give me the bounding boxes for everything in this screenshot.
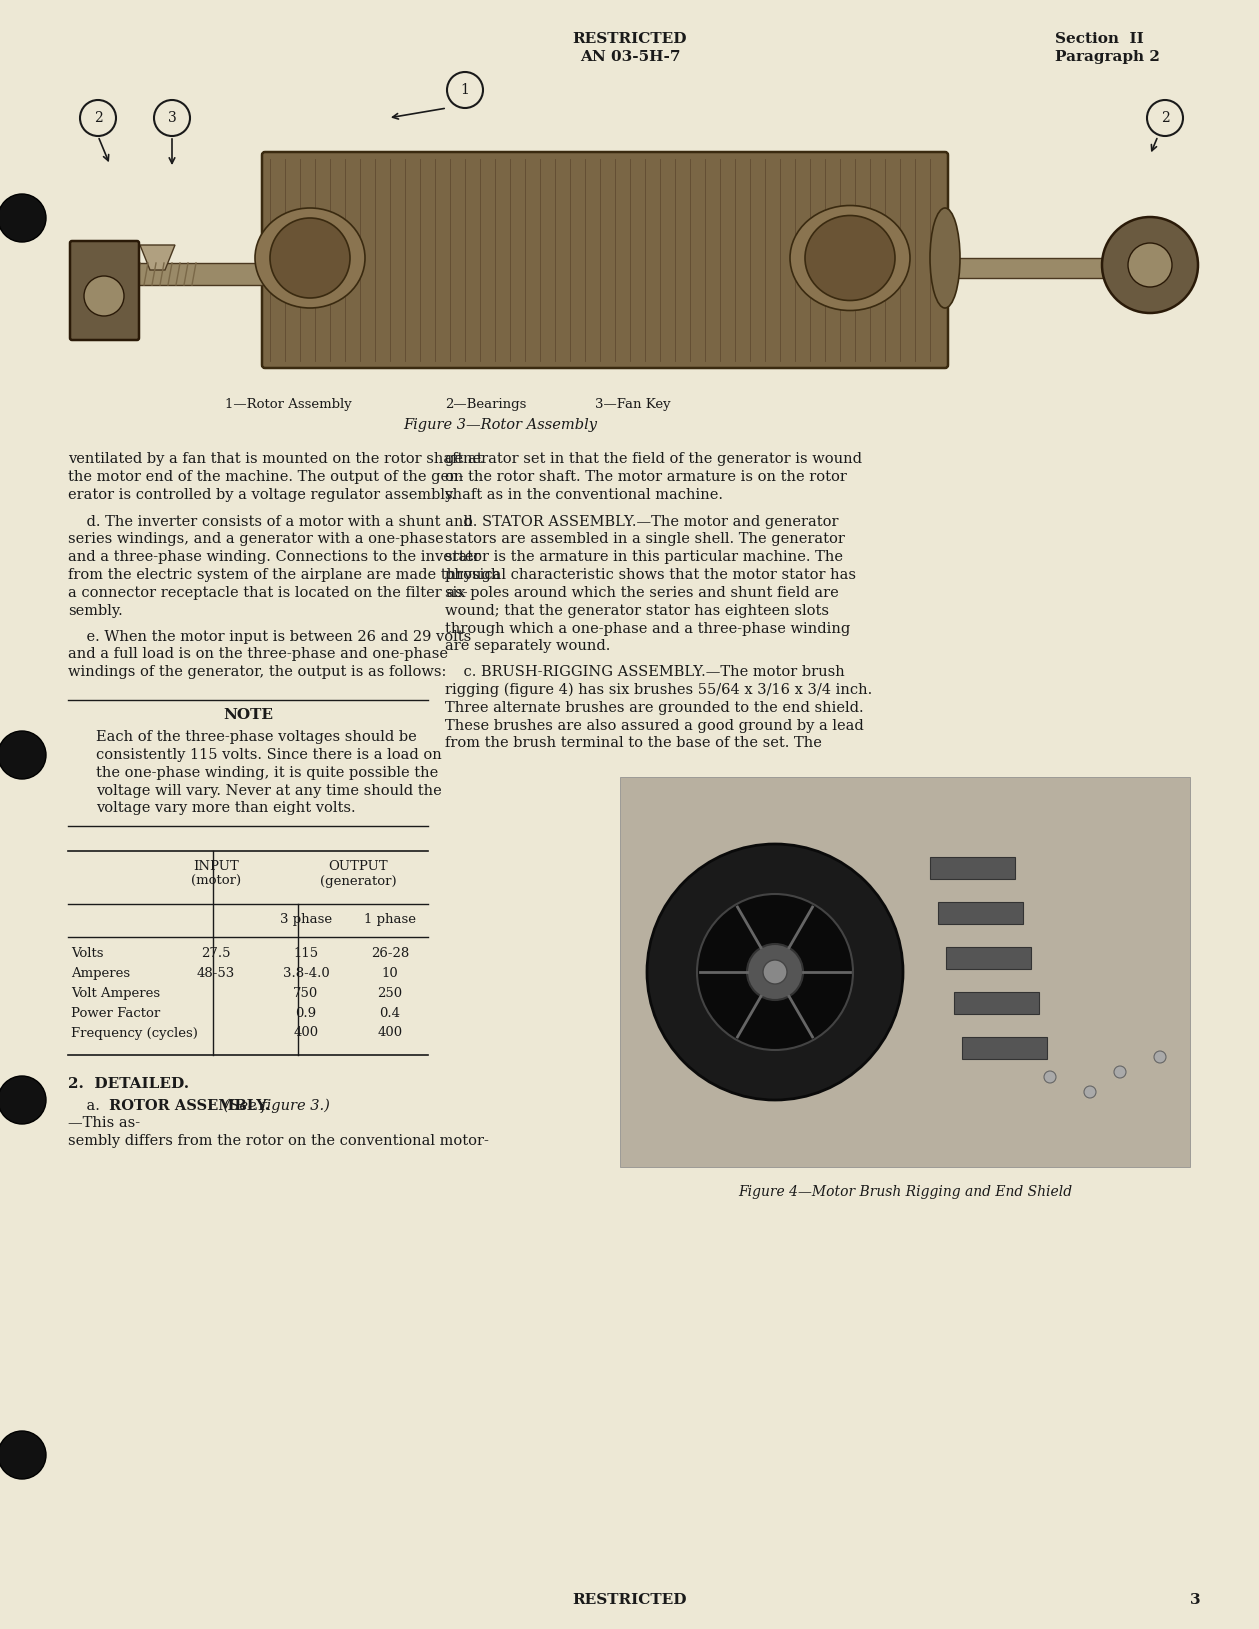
- Ellipse shape: [269, 218, 350, 298]
- Bar: [946, 946, 1031, 969]
- Text: 400: 400: [293, 1026, 319, 1039]
- Polygon shape: [140, 244, 175, 270]
- Text: 1: 1: [461, 83, 470, 98]
- FancyBboxPatch shape: [262, 151, 948, 368]
- Circle shape: [0, 194, 47, 243]
- Text: OUTPUT: OUTPUT: [329, 860, 388, 873]
- Text: 2.  DETAILED.: 2. DETAILED.: [68, 1077, 189, 1090]
- Ellipse shape: [256, 209, 365, 308]
- Text: Each of the three-phase voltages should be
consistently 115 volts. Since there i: Each of the three-phase voltages should …: [96, 730, 442, 816]
- Text: 3.8-4.0: 3.8-4.0: [282, 966, 330, 979]
- Circle shape: [1044, 1070, 1056, 1083]
- Text: —This as-
sembly differs from the rotor on the conventional motor-: —This as- sembly differs from the rotor …: [68, 1116, 488, 1148]
- Text: 2: 2: [1161, 111, 1170, 125]
- Ellipse shape: [930, 209, 961, 308]
- Text: AN 03-5H-7: AN 03-5H-7: [579, 50, 680, 64]
- Circle shape: [1155, 1051, 1166, 1064]
- Text: generator set in that the field of the generator is wound
on the rotor shaft. Th: generator set in that the field of the g…: [444, 451, 862, 502]
- Circle shape: [84, 275, 123, 316]
- Text: Paragraph 2: Paragraph 2: [1055, 50, 1160, 64]
- Text: (See figure 3.): (See figure 3.): [219, 1098, 330, 1113]
- Text: NOTE: NOTE: [223, 709, 273, 722]
- Text: INPUT: INPUT: [193, 860, 239, 873]
- Circle shape: [697, 894, 854, 1051]
- Text: 0.4: 0.4: [379, 1007, 400, 1020]
- Bar: [962, 1038, 1047, 1059]
- Circle shape: [1102, 217, 1199, 313]
- Circle shape: [0, 1430, 47, 1479]
- Circle shape: [1128, 243, 1172, 287]
- Text: 250: 250: [378, 987, 403, 1000]
- Circle shape: [747, 943, 803, 1000]
- Text: a.: a.: [68, 1098, 99, 1113]
- Text: 750: 750: [293, 987, 319, 1000]
- Bar: [76, 262, 269, 285]
- Text: Volts: Volts: [71, 946, 103, 959]
- Text: 0.9: 0.9: [296, 1007, 316, 1020]
- Text: 3: 3: [1190, 1593, 1201, 1606]
- Text: ROTOR ASSEMBLY.: ROTOR ASSEMBLY.: [104, 1098, 269, 1113]
- Text: Volt Amperes: Volt Amperes: [71, 987, 160, 1000]
- Text: RESTRICTED: RESTRICTED: [573, 33, 687, 46]
- Text: Frequency (cycles): Frequency (cycles): [71, 1026, 198, 1039]
- Text: ventilated by a fan that is mounted on the rotor shaft at
the motor end of the m: ventilated by a fan that is mounted on t…: [68, 451, 482, 502]
- Circle shape: [0, 731, 47, 779]
- Text: 10: 10: [381, 966, 398, 979]
- Circle shape: [0, 1077, 47, 1124]
- Text: 2: 2: [93, 111, 102, 125]
- Text: c. BRUSH-RIGGING ASSEMBLY.—The motor brush
rigging (figure 4) has six brushes 55: c. BRUSH-RIGGING ASSEMBLY.—The motor bru…: [444, 665, 872, 751]
- Text: 400: 400: [378, 1026, 403, 1039]
- Text: Power Factor: Power Factor: [71, 1007, 160, 1020]
- Text: (motor): (motor): [191, 875, 240, 888]
- FancyBboxPatch shape: [71, 241, 138, 340]
- Circle shape: [647, 844, 903, 1100]
- Text: 3—Fan Key: 3—Fan Key: [596, 397, 671, 411]
- Text: Amperes: Amperes: [71, 966, 130, 979]
- Circle shape: [1114, 1065, 1126, 1078]
- Text: 2—Bearings: 2—Bearings: [444, 397, 526, 411]
- Ellipse shape: [805, 215, 895, 300]
- Circle shape: [763, 959, 787, 984]
- Text: Figure 4—Motor Brush Rigging and End Shield: Figure 4—Motor Brush Rigging and End Shi…: [738, 1184, 1073, 1199]
- Text: 115: 115: [293, 946, 319, 959]
- Text: 3: 3: [167, 111, 176, 125]
- Text: Section  II: Section II: [1055, 33, 1143, 46]
- Circle shape: [1084, 1087, 1097, 1098]
- Bar: [619, 777, 1190, 1166]
- Bar: [938, 902, 1024, 924]
- Text: 1—Rotor Assembly: 1—Rotor Assembly: [225, 397, 351, 411]
- Ellipse shape: [789, 205, 910, 311]
- Bar: [930, 857, 1015, 880]
- Bar: [954, 992, 1039, 1013]
- Text: 27.5: 27.5: [201, 946, 230, 959]
- Text: e. When the motor input is between 26 and 29 volts
and a full load is on the thr: e. When the motor input is between 26 an…: [68, 629, 471, 679]
- Text: 26-28: 26-28: [371, 946, 409, 959]
- Text: d. The inverter consists of a motor with a shunt and
series windings, and a gene: d. The inverter consists of a motor with…: [68, 515, 500, 617]
- Text: b. STATOR ASSEMBLY.—The motor and generator
stators are assembled in a single sh: b. STATOR ASSEMBLY.—The motor and genera…: [444, 515, 856, 653]
- Text: 48-53: 48-53: [196, 966, 235, 979]
- Text: 1 phase: 1 phase: [364, 912, 415, 925]
- Text: (generator): (generator): [320, 875, 397, 888]
- Bar: [946, 257, 1139, 279]
- Text: RESTRICTED: RESTRICTED: [573, 1593, 687, 1606]
- Text: Figure 3—Rotor Assembly: Figure 3—Rotor Assembly: [403, 419, 597, 432]
- Text: 3 phase: 3 phase: [279, 912, 332, 925]
